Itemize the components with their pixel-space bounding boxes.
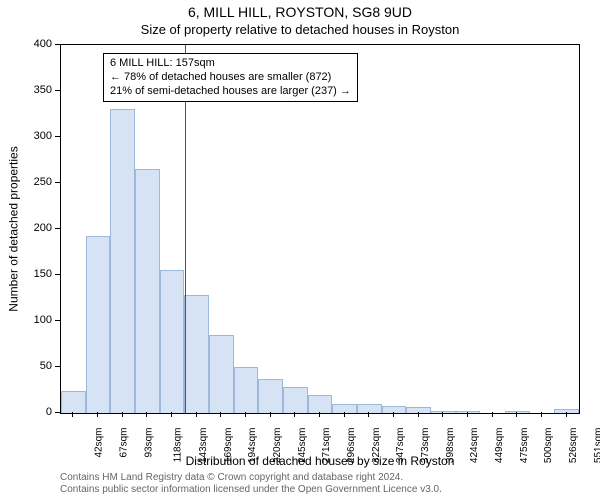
xtick-label: 245sqm: [297, 428, 308, 464]
xtick-label: 296sqm: [346, 428, 357, 464]
ytick-mark: [55, 274, 60, 275]
ytick-mark: [55, 182, 60, 183]
histogram-bar: [431, 411, 456, 413]
xtick-label: 220sqm: [272, 428, 283, 464]
attribution-line-2: Contains public sector information licen…: [60, 484, 580, 496]
xtick-label: 398sqm: [445, 428, 456, 464]
title-main: 6, MILL HILL, ROYSTON, SG8 9UD: [0, 4, 600, 20]
xtick-label: 424sqm: [469, 428, 480, 464]
ytick-mark: [55, 44, 60, 45]
xtick-label: 526sqm: [568, 428, 579, 464]
xtick-mark: [270, 412, 271, 417]
histogram-bar: [505, 411, 530, 413]
xtick-mark: [146, 412, 147, 417]
xtick-mark: [220, 412, 221, 417]
ytick-mark: [55, 320, 60, 321]
histogram-bar: [184, 295, 209, 413]
histogram-bar: [110, 109, 135, 413]
xtick-mark: [171, 412, 172, 417]
xtick-label: 449sqm: [494, 428, 505, 464]
xtick-label: 373sqm: [420, 428, 431, 464]
xtick-mark: [541, 412, 542, 417]
ytick-mark: [55, 228, 60, 229]
xtick-mark: [344, 412, 345, 417]
y-axis-label: Number of detached properties: [6, 44, 22, 414]
annotation-line-1: 6 MILL HILL: 157sqm: [110, 57, 351, 71]
xtick-mark: [516, 412, 517, 417]
chart-container: 6, MILL HILL, ROYSTON, SG8 9UD Size of p…: [0, 0, 600, 500]
xtick-mark: [418, 412, 419, 417]
histogram-bar: [135, 169, 160, 413]
xtick-mark: [294, 412, 295, 417]
xtick-label: 194sqm: [247, 428, 258, 464]
annotation-box: 6 MILL HILL: 157sqm← 78% of detached hou…: [103, 53, 358, 102]
histogram-bar: [406, 407, 431, 413]
xtick-mark: [368, 412, 369, 417]
ytick-label: 250: [22, 176, 52, 188]
ytick-mark: [55, 412, 60, 413]
ytick-mark: [55, 90, 60, 91]
ytick-label: 150: [22, 268, 52, 280]
xtick-label: 322sqm: [371, 428, 382, 464]
xtick-mark: [492, 412, 493, 417]
histogram-bar: [308, 395, 333, 413]
ytick-mark: [55, 136, 60, 137]
histogram-bar: [160, 270, 185, 413]
xtick-mark: [442, 412, 443, 417]
xtick-mark: [72, 412, 73, 417]
annotation-line-3: 21% of semi-detached houses are larger (…: [110, 85, 351, 99]
ytick-label: 0: [22, 406, 52, 418]
xtick-mark: [566, 412, 567, 417]
xtick-label: 475sqm: [519, 428, 530, 464]
xtick-mark: [196, 412, 197, 417]
histogram-bar: [234, 367, 259, 413]
xtick-mark: [319, 412, 320, 417]
xtick-mark: [97, 412, 98, 417]
histogram-bar: [554, 409, 579, 413]
plot-area: 6 MILL HILL: 157sqm← 78% of detached hou…: [60, 44, 580, 414]
xtick-label: 271sqm: [321, 428, 332, 464]
xtick-label: 551sqm: [593, 428, 600, 464]
xtick-label: 347sqm: [395, 428, 406, 464]
xtick-mark: [122, 412, 123, 417]
ytick-label: 400: [22, 38, 52, 50]
xtick-mark: [467, 412, 468, 417]
attribution-line-1: Contains HM Land Registry data © Crown c…: [60, 472, 580, 484]
histogram-bar: [332, 404, 357, 413]
histogram-bar: [258, 379, 283, 413]
ytick-label: 350: [22, 84, 52, 96]
xtick-label: 118sqm: [173, 428, 184, 463]
histogram-bar: [283, 387, 308, 413]
ytick-label: 300: [22, 130, 52, 142]
xtick-label: 143sqm: [198, 428, 209, 464]
histogram-bar: [86, 236, 111, 413]
xtick-label: 169sqm: [223, 428, 234, 464]
annotation-line-2: ← 78% of detached houses are smaller (87…: [110, 71, 351, 85]
xtick-mark: [245, 412, 246, 417]
xtick-label: 500sqm: [543, 428, 554, 464]
histogram-bar: [209, 335, 234, 413]
xtick-label: 42sqm: [94, 428, 105, 458]
attribution: Contains HM Land Registry data © Crown c…: [60, 472, 580, 495]
ytick-label: 100: [22, 314, 52, 326]
ytick-mark: [55, 366, 60, 367]
histogram-bar: [357, 404, 382, 413]
xtick-label: 93sqm: [143, 428, 154, 458]
ytick-label: 200: [22, 222, 52, 234]
xtick-label: 67sqm: [119, 428, 130, 458]
histogram-bar: [61, 391, 86, 413]
title-sub: Size of property relative to detached ho…: [0, 22, 600, 37]
ytick-label: 50: [22, 360, 52, 372]
xtick-mark: [393, 412, 394, 417]
